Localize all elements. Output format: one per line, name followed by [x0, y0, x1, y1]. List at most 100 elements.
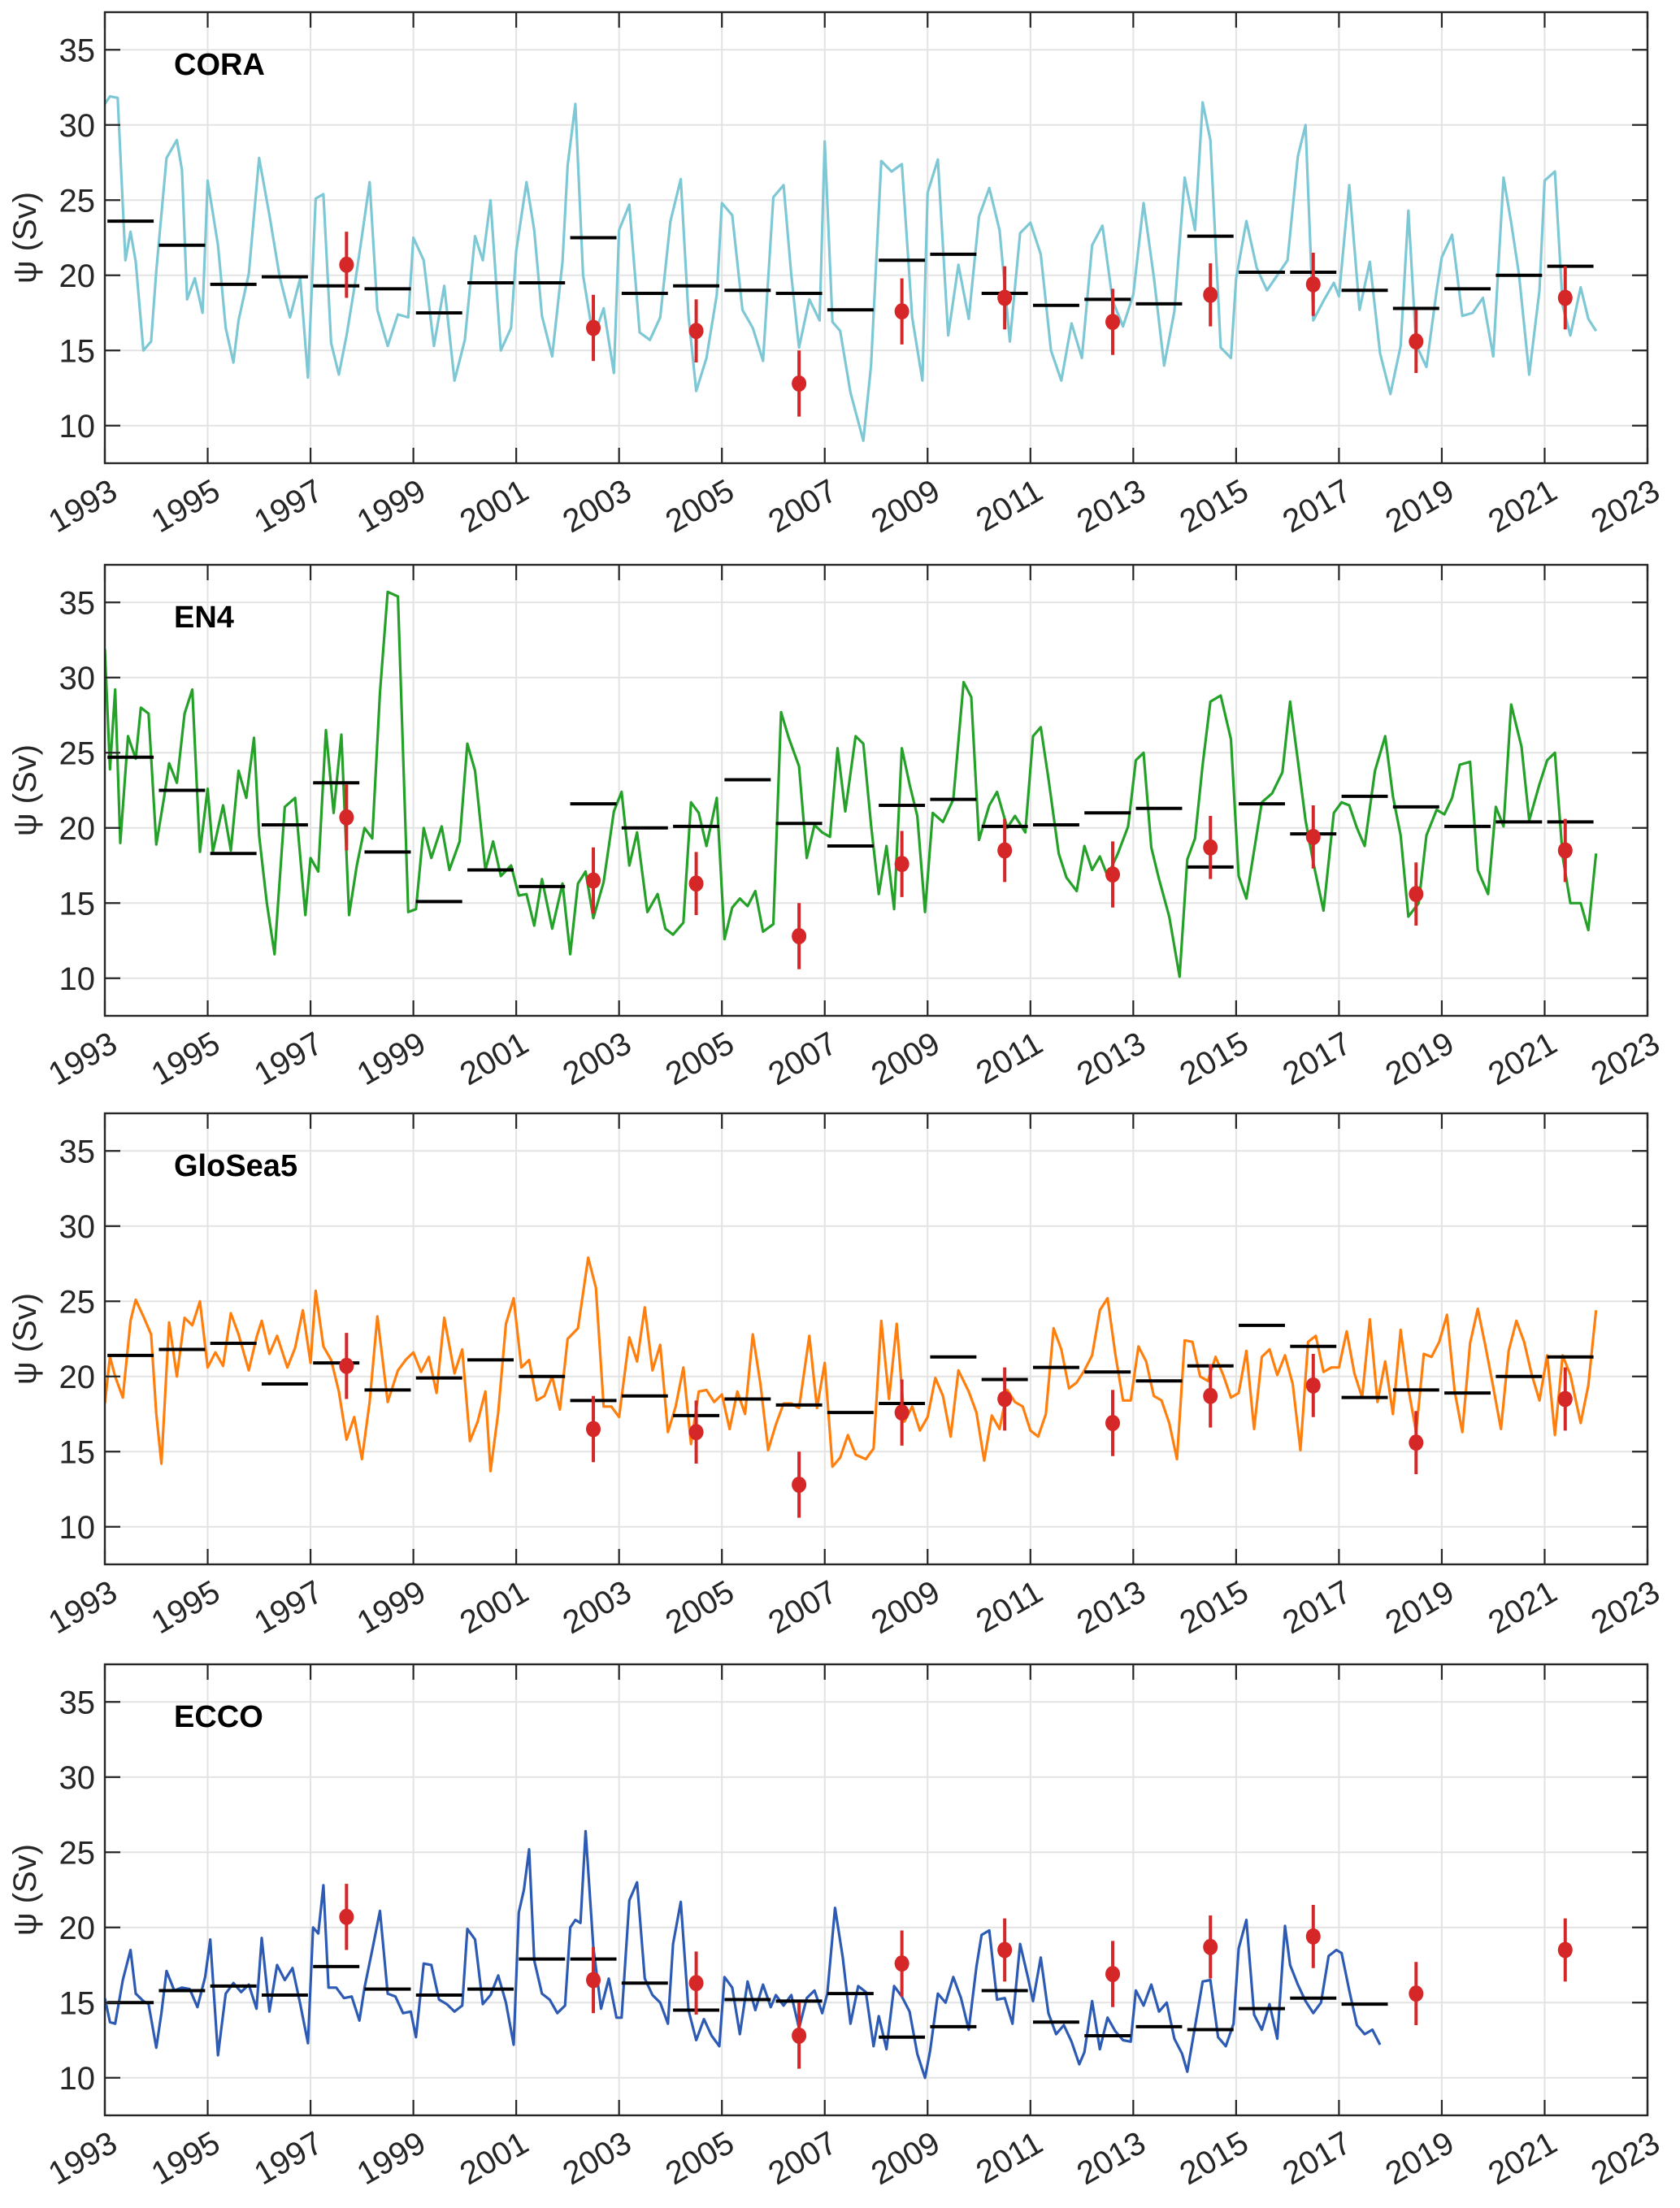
plot-content — [105, 94, 1598, 442]
x-tick-label: 2001 — [454, 1026, 535, 1093]
x-tick-label: 1997 — [249, 473, 329, 540]
x-tick-label: 2021 — [1482, 1574, 1563, 1642]
y-axis-label: ψ (Sv) — [7, 1293, 43, 1385]
panel-cora: 10 15 20 25 30 35 1993 1995 1997 1999 2001 2003 2005… — [7, 11, 1666, 540]
observation-point — [1557, 842, 1573, 859]
x-tick-label: 2007 — [762, 473, 843, 540]
observation-point — [1305, 275, 1321, 293]
x-tick-label: 2003 — [557, 1574, 637, 1642]
x-tick-label: 2019 — [1379, 473, 1460, 540]
x-tick-label: 2023 — [1585, 1026, 1665, 1093]
observation-point — [997, 1941, 1013, 1959]
observation-point — [586, 1972, 601, 1989]
x-tick-label: 2021 — [1482, 473, 1563, 540]
x-tick-label: 2017 — [1277, 1026, 1357, 1093]
observation-point — [894, 1955, 909, 1972]
x-tick-label: 1993 — [42, 1026, 123, 1093]
x-tick-label: 1995 — [145, 1574, 226, 1642]
axes-box — [103, 563, 1649, 1017]
observation-point — [1557, 1941, 1573, 1959]
observation-point — [688, 875, 704, 892]
y-tick-label: 10 — [59, 961, 96, 997]
x-tick-label: 2017 — [1277, 1574, 1357, 1642]
plot-content — [105, 590, 1598, 978]
y-tick-label: 25 — [59, 735, 96, 771]
plot-area — [105, 1664, 1647, 2115]
observation-point — [339, 1908, 354, 1925]
x-tick-label: 1997 — [249, 1026, 329, 1093]
observation-point — [792, 1476, 807, 1493]
y-tick-label: 35 — [59, 33, 96, 68]
panel-title: CORA — [174, 48, 265, 82]
observation-point — [688, 323, 704, 340]
x-tick-label: 2013 — [1071, 1574, 1152, 1642]
x-tick-label: 2009 — [866, 2125, 946, 2193]
x-tick-label: 2003 — [557, 2125, 637, 2193]
plot-content — [105, 1256, 1598, 1518]
x-tick-label: 2011 — [970, 2125, 1048, 2191]
observation-point — [894, 303, 909, 320]
observation-point — [1105, 1966, 1121, 1983]
y-tick-label: 30 — [59, 108, 96, 144]
observation-point — [792, 375, 807, 392]
x-tick-label: 2007 — [762, 1026, 843, 1093]
x-tick-label: 2013 — [1071, 1026, 1152, 1093]
x-tick-label: 2013 — [1071, 473, 1152, 540]
panel-title: ECCO — [174, 1700, 263, 1734]
x-tick-label: 2001 — [454, 2125, 535, 2193]
x-tick-label: 2011 — [970, 1574, 1048, 1640]
y-axis-label: ψ (Sv) — [7, 1844, 43, 1936]
y-tick-label: 20 — [59, 1911, 96, 1946]
x-tick-label: 1999 — [351, 1574, 432, 1642]
x-tick-label: 1993 — [42, 1574, 123, 1642]
x-tick-label: 2019 — [1379, 1574, 1460, 1642]
x-tick-label: 2021 — [1482, 1026, 1563, 1093]
plot-content — [105, 1829, 1573, 2080]
y-tick-label: 15 — [59, 886, 96, 922]
x-tick-label: 1999 — [351, 2125, 432, 2193]
observation-point — [1203, 839, 1218, 856]
observation-point — [1203, 1938, 1218, 1955]
y-tick-label: 15 — [59, 1434, 96, 1470]
observation-point — [1409, 1434, 1424, 1451]
x-tick-label: 1995 — [145, 1026, 226, 1093]
axes-box — [103, 1663, 1649, 2117]
axes-box — [103, 1112, 1649, 1566]
observation-point — [1305, 1377, 1321, 1394]
x-tick-label: 2005 — [660, 473, 740, 540]
x-tick-label: 2005 — [660, 1026, 740, 1093]
x-tick-label: 2023 — [1585, 1574, 1665, 1642]
observation-point — [586, 1421, 601, 1438]
x-tick-label: 2001 — [454, 473, 535, 540]
panel-ecco: 10 15 20 25 30 35 1993 1995 1997 1999 2001 2003 2005… — [7, 1663, 1666, 2193]
x-tick-label: 1993 — [42, 2125, 123, 2193]
x-tick-label: 2015 — [1174, 473, 1254, 540]
x-tick-label: 2011 — [970, 1026, 1048, 1091]
x-tick-label: 2009 — [866, 1026, 946, 1093]
x-tick-label: 1993 — [42, 473, 123, 540]
panel-title: EN4 — [174, 601, 234, 635]
series-line-en4 — [105, 590, 1598, 978]
y-tick-label: 20 — [59, 1360, 96, 1395]
x-tick-label: 1995 — [145, 2125, 226, 2193]
y-tick-label: 30 — [59, 1760, 96, 1796]
observation-point — [1557, 289, 1573, 306]
x-tick-label: 2009 — [866, 473, 946, 540]
observation-point — [1557, 1390, 1573, 1408]
x-tick-label: 2017 — [1277, 2125, 1357, 2193]
x-tick-label: 2019 — [1379, 2125, 1460, 2193]
x-tick-label: 2023 — [1585, 2125, 1665, 2193]
x-tick-label: 2015 — [1174, 1026, 1254, 1093]
y-tick-label: 25 — [59, 1835, 96, 1871]
y-tick-label: 25 — [59, 183, 96, 219]
panel-glosea5: 10 15 20 25 30 35 1993 1995 1997 1999 2001 2003 2005… — [7, 1112, 1666, 1642]
observation-point — [688, 1975, 704, 1992]
observation-point — [1409, 1985, 1424, 2002]
y-tick-label: 30 — [59, 661, 96, 696]
observation-point — [997, 842, 1013, 859]
x-tick-label: 2003 — [557, 1026, 637, 1093]
y-tick-label: 35 — [59, 1685, 96, 1720]
axes-box — [103, 11, 1649, 465]
observation-point — [1105, 1415, 1121, 1432]
observation-point — [792, 927, 807, 944]
